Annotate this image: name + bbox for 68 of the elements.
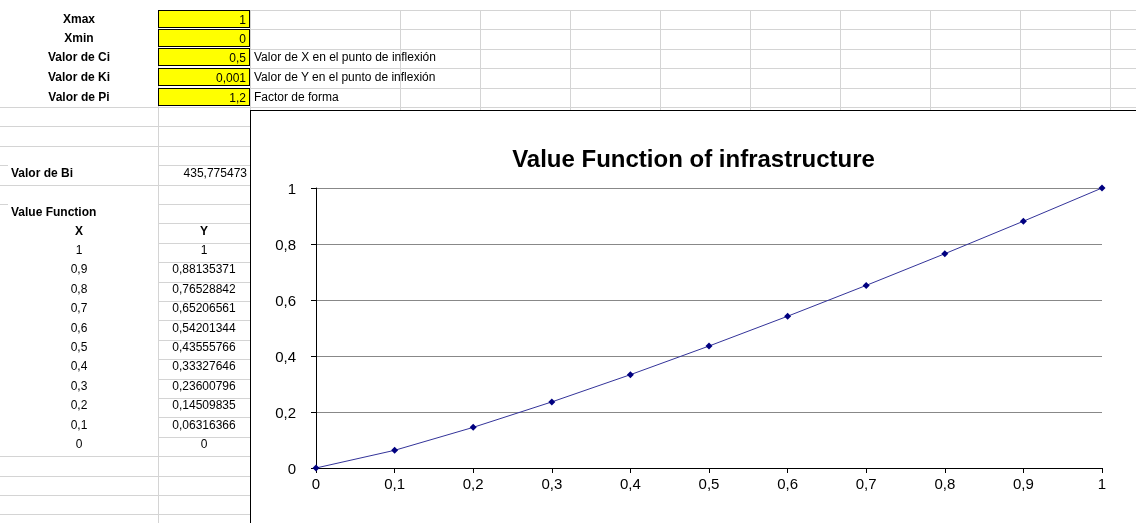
point (1019, 217, 1027, 225)
text: 1 (158, 10, 250, 28)
point (705, 342, 713, 350)
text: 0 (199, 436, 209, 453)
text: Valor de X en el punto de inflexión (253, 49, 437, 66)
x-tick-label: 0,1 (384, 475, 406, 492)
x-tick-label: 0,5 (698, 475, 720, 492)
text: 0,6 (0, 318, 158, 337)
y-tick-label: 1 (287, 179, 296, 197)
point (469, 423, 477, 431)
text: 0,2 (0, 396, 158, 415)
text: Y (199, 223, 209, 240)
text: 0,4 (0, 357, 158, 376)
text: 0,9 (0, 260, 158, 279)
text: 1 (0, 241, 158, 259)
text: 0,88135371 (171, 261, 237, 279)
y-tick-label: 0,4 (275, 347, 296, 365)
text: Valor de Ci (0, 48, 158, 66)
text: 1,2 (158, 88, 250, 106)
text: Xmax (0, 10, 158, 28)
text: 0,43555766 (171, 339, 237, 356)
text: 0 (158, 29, 250, 47)
text: Valor de Y en el punto de inflexión (253, 69, 437, 86)
point (941, 250, 949, 258)
y-tick-label: 0 (287, 459, 296, 477)
x-tick-label: 0,8 (934, 475, 956, 492)
text: 0,54201344 (171, 319, 237, 337)
x-tick-label: 0,9 (1012, 475, 1034, 492)
x-tick-label: 0,7 (855, 475, 877, 492)
text: 0,7 (0, 299, 158, 318)
x-tick-label: 0,4 (619, 475, 641, 492)
y-tick-label: 0,2 (275, 403, 296, 421)
text: 0,06316366 (171, 416, 237, 434)
point (391, 446, 399, 454)
text: Value Function (8, 203, 158, 221)
text: 0,8 (0, 279, 158, 298)
point (784, 312, 792, 320)
x-tick-label: 0 (311, 475, 321, 492)
chart-title: Value Function of infrastructure (512, 144, 875, 172)
x-tick-label: 0,3 (541, 475, 563, 492)
text: 0,33327646 (171, 358, 237, 376)
x-tick-label: 0,6 (777, 475, 799, 492)
y-tick-label: 0,8 (275, 235, 296, 253)
text: X (0, 222, 158, 240)
point (548, 398, 556, 406)
text: 0,65206561 (171, 300, 237, 318)
text: 1 (199, 242, 209, 259)
text: 0,5 (0, 338, 158, 356)
text: 0,14509835 (171, 397, 237, 415)
text: 0,76528842 (171, 280, 237, 298)
text: Xmin (0, 29, 158, 47)
text: 435,775473 (182, 165, 248, 182)
text: Valor de Ki (0, 68, 158, 86)
text: Valor de Pi (0, 88, 158, 106)
text: 0,3 (0, 376, 158, 395)
text: Factor de forma (253, 89, 340, 106)
x-tick-label: 1 (1097, 475, 1107, 492)
text: 0 (0, 435, 158, 453)
y-tick-label: 0,6 (275, 291, 296, 309)
point (862, 281, 870, 289)
point (1098, 184, 1106, 192)
point (626, 371, 634, 379)
text: 0,1 (0, 415, 158, 434)
text: 0,23600796 (171, 377, 237, 395)
text: 0,5 (158, 48, 250, 66)
x-tick-label: 0,2 (462, 475, 484, 492)
text: 0,001 (158, 68, 250, 86)
text: Valor de Bi (8, 164, 158, 182)
